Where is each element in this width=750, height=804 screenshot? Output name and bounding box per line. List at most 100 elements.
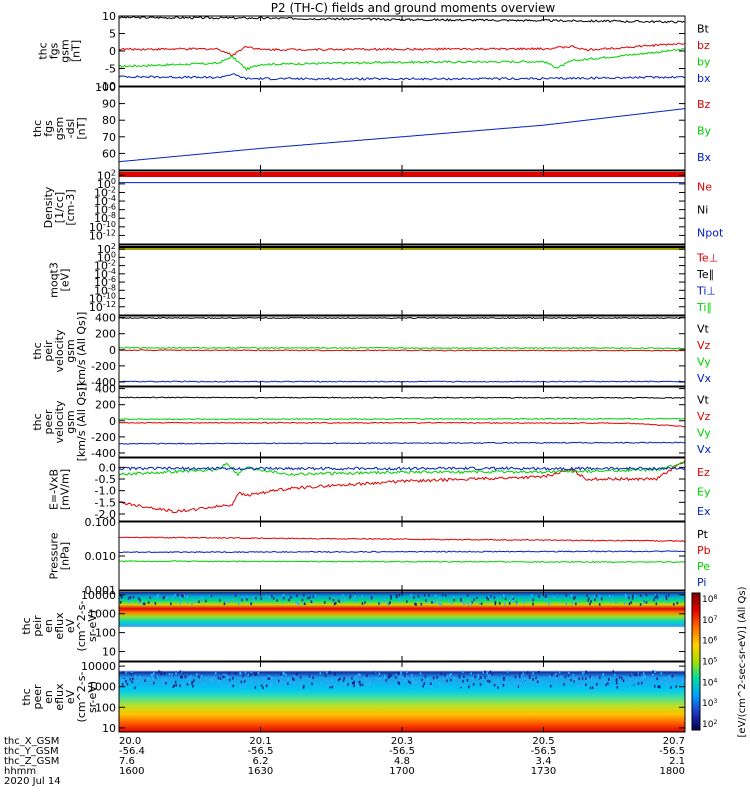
spectrogram-speckle [299, 685, 302, 688]
spectrogram-speckle [618, 686, 620, 690]
spectrogram-speckle [451, 601, 453, 605]
spectrogram-speckle [182, 594, 184, 598]
spectrogram-speckle [203, 683, 205, 687]
spectrogram-speckle [121, 683, 124, 686]
spectrogram-speckle [473, 677, 476, 680]
spectrogram-speckle [585, 677, 587, 680]
spectrogram-speckle [252, 596, 254, 599]
spectrogram-speckle [232, 677, 234, 680]
y-axis-label: Density[1/cc][cm-3] [42, 186, 77, 228]
spectrogram-speckle [439, 597, 441, 601]
spectrogram-speckle [624, 602, 626, 605]
spectrogram-speckle [594, 679, 596, 683]
spectrogram-speckle [446, 679, 448, 683]
spectrogram-speckle [272, 597, 275, 600]
spectrogram-speckle [343, 597, 346, 601]
spectrogram-speckle [142, 679, 144, 683]
y-tick-label: 100 [97, 176, 116, 191]
legend-Ex: Ex [697, 505, 711, 518]
panel-fgs_dsl: 100 90 80 70 60 thcfgsgsm-dsl[nT] Bz By Bx [31, 81, 712, 171]
y-tick-label: -1.0 [95, 485, 116, 498]
spectrogram-speckle [384, 674, 386, 678]
spectrogram-speckle [171, 596, 174, 599]
spectrogram-speckle [244, 686, 246, 689]
spectrogram-speckle [448, 599, 450, 603]
spectrogram-speckle [395, 676, 397, 679]
spectrogram-speckle [342, 679, 345, 682]
spectrogram-speckle [175, 683, 178, 687]
series-Ex-line [118, 466, 686, 471]
spectrogram-speckle [660, 680, 663, 683]
spectrogram-speckle [137, 679, 140, 683]
spectrogram-speckle [209, 594, 211, 597]
spectrogram-speckle [555, 672, 557, 676]
spectrogram-speckle [179, 601, 182, 605]
x-row-label: hhmm [4, 766, 36, 777]
y-tick-label: -200 [91, 431, 116, 444]
spectrogram-speckle [488, 595, 490, 599]
spectrogram-speckle [494, 600, 497, 604]
spectrogram-speckle [479, 683, 482, 686]
colorbar-tick-label: 104 [702, 677, 717, 689]
spectrogram-speckle [645, 594, 648, 597]
series-Vx-line [119, 441, 686, 445]
panel-frame [118, 457, 686, 522]
series-Pi-line [118, 550, 686, 554]
spectrogram-speckle [486, 596, 488, 600]
spectrogram-speckle [428, 594, 430, 597]
spectrogram-speckle [515, 602, 518, 605]
x-tick-label: 2.1 [669, 756, 685, 767]
spectrogram-speckle [131, 680, 133, 684]
x-row-label: thc_Z_GSM [4, 756, 59, 767]
series-Ez-line [118, 460, 686, 513]
spectrogram-speckle [523, 600, 526, 603]
spectrogram-speckle [119, 680, 122, 683]
spectrogram-speckle [378, 602, 380, 605]
y-axis-label: Pressure[nPa] [48, 532, 72, 579]
spectrogram-speckle [332, 598, 335, 602]
spectrogram-speckle [411, 678, 414, 681]
spectrogram-speckle [417, 595, 420, 598]
spectrogram-speckle [138, 675, 141, 679]
spectrogram-speckle [265, 595, 268, 598]
spectrogram-speckle [378, 672, 381, 676]
spectrogram-speckle [260, 684, 263, 687]
spectrogram-speckle [598, 603, 601, 606]
spectrogram-speckle [217, 676, 220, 680]
spectrogram-speckle [366, 683, 368, 686]
spectrogram-speckle [608, 594, 611, 598]
spectrogram-speckle [246, 598, 248, 601]
spectrogram-speckle [653, 598, 655, 602]
spectrogram-speckle [418, 685, 420, 689]
spectrogram-speckle [446, 675, 448, 678]
spectrogram-speckle [268, 677, 271, 680]
y-tick-label: 10-10 [89, 291, 116, 306]
spectrogram-speckle [671, 674, 674, 678]
spectrogram-speckle [510, 685, 513, 689]
spectrogram-speckle [551, 673, 553, 677]
x-tick-label: 7.6 [119, 756, 135, 767]
colorbar-tick-label: 105 [702, 656, 717, 668]
spectrogram-speckle [361, 602, 364, 605]
spectrogram-speckle [632, 682, 634, 686]
x-tick-label: -56.5 [389, 746, 415, 757]
spectrogram-speckle [258, 682, 260, 686]
spectrogram-speckle [257, 671, 260, 675]
spectrogram-speckle [639, 594, 642, 597]
spectrogram-speckle [359, 680, 361, 684]
series-Pe-line [118, 560, 686, 564]
spectrogram-speckle [295, 685, 297, 689]
spectrogram-speckle [181, 676, 183, 679]
y-tick-label: 10000 [81, 660, 116, 673]
spectrogram-speckle [422, 684, 424, 688]
spectrogram-speckle [622, 679, 625, 682]
spectrogram-speckle [532, 678, 534, 681]
spectrogram-speckle [240, 680, 243, 684]
y-tick-label: 10-8 [94, 211, 116, 226]
spectrogram-speckle [664, 598, 666, 601]
spectrogram-speckle [328, 684, 331, 687]
spectrogram-speckle [262, 599, 265, 602]
spectrogram-speckle [654, 594, 657, 597]
spectrogram-speckle [522, 601, 525, 604]
